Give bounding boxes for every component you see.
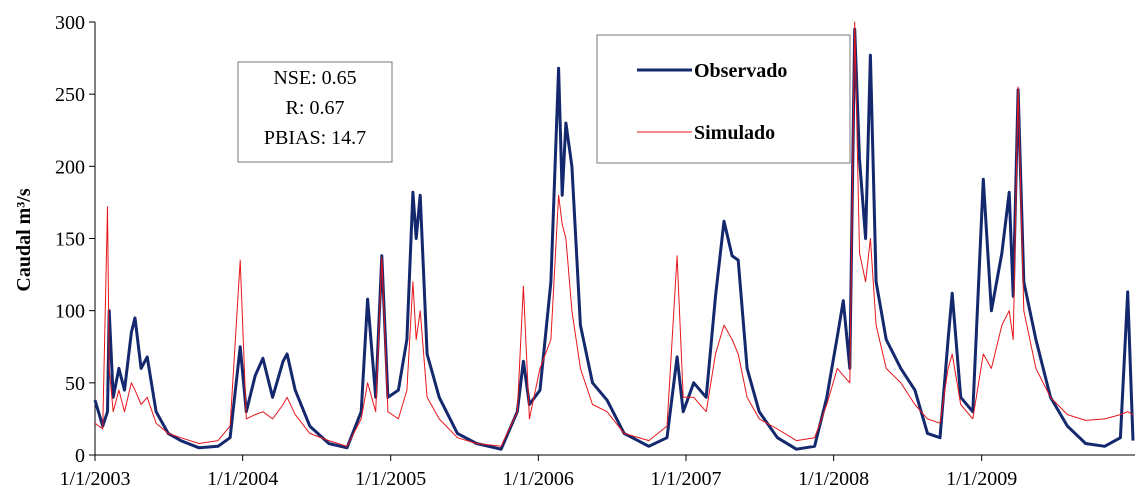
stats-text: NSE: 0.65 [273, 67, 356, 89]
x-tick-label: 1/1/2003 [59, 468, 130, 490]
y-tick-label: 0 [75, 445, 85, 467]
stats-text: PBIAS: 14.7 [264, 127, 366, 149]
series-line [93, 27, 1135, 451]
x-tick-label: 1/1/2008 [798, 468, 869, 490]
stats-text: R: 0.67 [286, 97, 345, 119]
legend-label: Simulado [694, 122, 775, 144]
y-tick-label: 250 [55, 84, 85, 106]
y-tick-label: 200 [55, 156, 85, 178]
x-tick-label: 1/1/2009 [946, 468, 1017, 490]
x-tick-label: 1/1/2006 [503, 468, 574, 490]
y-tick-label: 150 [55, 229, 85, 251]
x-tick-label: 1/1/2007 [650, 468, 721, 490]
x-tick-label: 1/1/2004 [207, 468, 278, 490]
legend-box [596, 34, 851, 164]
y-tick-label: 100 [55, 301, 85, 323]
y-tick-label: 50 [65, 373, 85, 395]
x-tick-label: 1/1/2005 [355, 468, 426, 490]
stats-box [237, 61, 393, 163]
y-axis-label: Caudal m³/s [13, 188, 35, 291]
y-tick-label: 300 [55, 12, 85, 34]
legend-label: Observado [694, 60, 787, 82]
series-line [94, 21, 1134, 447]
